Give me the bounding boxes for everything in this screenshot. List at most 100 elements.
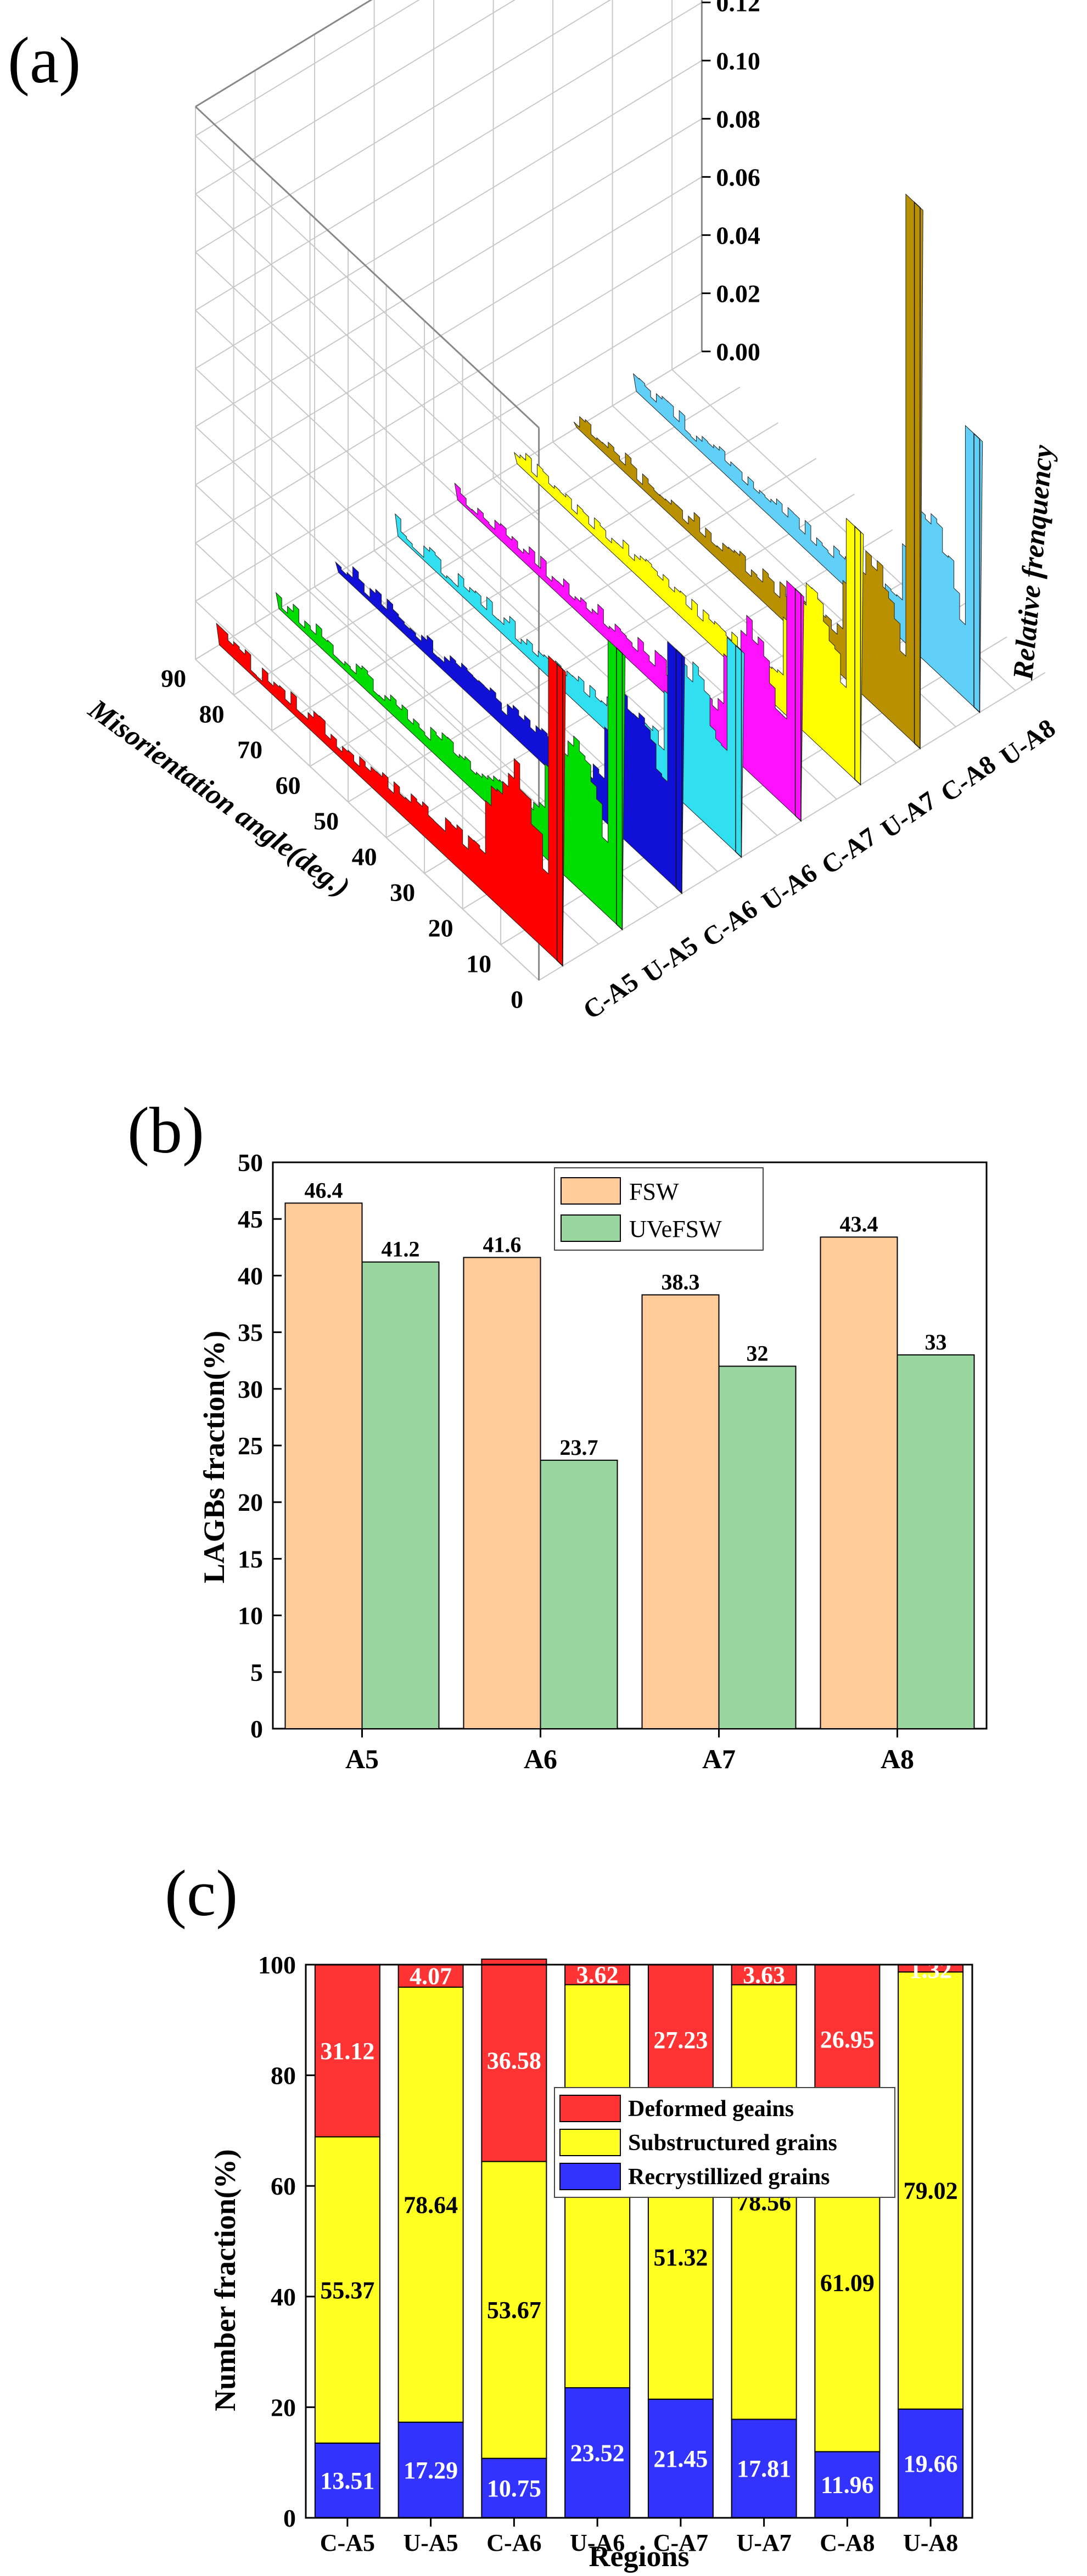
- data-label-c: 19.66: [904, 2450, 958, 2477]
- series-c-a5: [216, 622, 566, 967]
- series-label-a: C-A8: [935, 750, 1001, 808]
- grid-line-a: [539, 672, 1046, 981]
- z-tick-label-a: 0.02: [716, 279, 760, 307]
- series-area-c-a7: [454, 482, 804, 822]
- legend-label-b: FSW: [629, 1178, 679, 1205]
- legend-swatch-c: [559, 2095, 621, 2122]
- z-tick-label-a: 0.04: [716, 221, 760, 249]
- x-tick-label-a: 70: [237, 735, 262, 763]
- series-c-a8: [573, 193, 923, 750]
- legend-c: Deformed geains Substructured grains Recry…: [554, 2087, 895, 2198]
- x-tick-label-a: 20: [428, 914, 453, 942]
- bar-uvefsw-a5: [361, 1261, 440, 1729]
- legend-label-c: Deformed geains: [628, 2096, 794, 2122]
- grid-line-a: [195, 118, 702, 428]
- data-label-c: 55.37: [320, 2277, 374, 2304]
- x-tick-label-c: U-A7: [737, 2529, 792, 2556]
- data-label-c: 13.51: [320, 2467, 374, 2494]
- panel-b: (b) 0 5 10 15 20 25 30 35 40 45 50 A5 46.4 41.2 A6 41.6…: [0, 1032, 1087, 1800]
- legend-label-c: Recrystillized grains: [628, 2164, 830, 2190]
- z-tick-label-a: 0.06: [716, 163, 760, 191]
- segment-substructured-c-a5: [314, 2136, 380, 2444]
- x-tick-label-b: A5: [345, 1743, 379, 1774]
- x-tick-label-b: A8: [881, 1743, 914, 1774]
- data-label-b: 33: [925, 1330, 947, 1354]
- x-tick-label-a: 80: [199, 700, 225, 728]
- x-tick-label-c: C-A6: [486, 2529, 541, 2556]
- series-area-u-a7: [513, 452, 864, 786]
- grid-line-a: [195, 193, 540, 516]
- grid-line-a: [195, 0, 420, 137]
- x-tick-label-b: A6: [524, 1743, 557, 1774]
- y-tick-label-b: 50: [238, 1149, 263, 1177]
- frame-edge-a: [195, 106, 540, 429]
- data-label-c: 23.52: [570, 2439, 625, 2466]
- grid-line-a: [195, 542, 540, 865]
- grid-line-a: [195, 293, 702, 602]
- y-tick-label-b: 20: [238, 1488, 263, 1516]
- y-tick-label-b: 0: [250, 1715, 263, 1743]
- x-tick-label-c: C-A7: [653, 2529, 708, 2556]
- chart-a: (a) U-A8C-A8U-A7C-A7U-A6C-A6U-A5C-A5 0 10 2…: [8, 0, 1061, 1025]
- peak-bar-c-a5: [556, 662, 563, 967]
- peak-bar-c-a7: [794, 588, 802, 822]
- plot-frame-c: [305, 1964, 973, 2519]
- legend-swatch-b: [561, 1177, 621, 1205]
- series-area-c-a5: [216, 622, 566, 967]
- data-label-c: 27.23: [653, 2027, 708, 2054]
- series-label-a: C-A6: [697, 895, 763, 953]
- x-tick-label-b: A7: [702, 1743, 736, 1774]
- x-tick-label-a: 0: [511, 985, 523, 1013]
- legend-label-c: Substructured grains: [628, 2130, 837, 2156]
- legend-label-b: UVeFSW: [629, 1216, 722, 1242]
- series-label-a: U-A6: [757, 858, 822, 916]
- data-label-c: 21.45: [653, 2445, 708, 2472]
- chart-c: (c) 0 20 40 60 80 100 C-A5 13.51 55.37 31.12 U-A5 1…: [165, 1857, 973, 2573]
- segment-recrystillized-u-a6: [564, 2387, 631, 2519]
- data-label-c: 3.63: [743, 1961, 785, 1988]
- y-axis-label-c: Number fraction(%): [209, 2149, 242, 2411]
- y-tick-label-c: 40: [271, 2283, 296, 2311]
- legend-swatch-c: [559, 2163, 621, 2190]
- y-tick-label-c: 80: [271, 2062, 296, 2090]
- x-tick-label-c: U-A6: [570, 2529, 625, 2556]
- series-label-a: C-A5: [578, 967, 644, 1025]
- y-tick-label-b: 35: [238, 1319, 263, 1347]
- bar-uvefsw-a6: [540, 1459, 618, 1729]
- x-tick-label-a: 50: [313, 807, 339, 835]
- panel-label-b: (b): [127, 1094, 204, 1167]
- segment-deformed-c-a5: [314, 1964, 380, 2138]
- segment-deformed-c-a6: [481, 1958, 547, 2162]
- y-tick-label-b: 15: [238, 1545, 263, 1573]
- data-label-c: 51.32: [653, 2244, 708, 2271]
- y-tick-label-b: 10: [238, 1602, 263, 1630]
- y-tick-label-b: 25: [238, 1432, 263, 1460]
- series-c-a7: [454, 482, 804, 822]
- grid-line-a: [195, 2, 702, 311]
- data-label-b: 43.4: [840, 1212, 878, 1236]
- y-tick-label-c: 0: [283, 2504, 296, 2532]
- grid-line-a: [195, 368, 540, 690]
- grid-line-a: [195, 60, 702, 369]
- y-tick-label-c: 20: [271, 2393, 296, 2421]
- data-label-c: 11.96: [821, 2472, 874, 2499]
- peak-bar-u-a7: [854, 525, 861, 786]
- panel-label-a: (a): [8, 24, 81, 97]
- data-label-c: 79.02: [904, 2178, 958, 2204]
- data-label-c: 36.58: [487, 2047, 541, 2074]
- x-tick-label-c: C-A8: [820, 2529, 875, 2556]
- series-label-a: U-A5: [637, 931, 703, 989]
- data-label-b: 41.6: [483, 1232, 522, 1257]
- z-tick-label-a: 0.00: [716, 338, 760, 365]
- data-label-b: 41.2: [382, 1237, 420, 1262]
- segment-recrystillized-u-a8: [898, 2408, 964, 2518]
- bar-fsw-a5: [284, 1202, 363, 1729]
- data-label-c: 61.09: [820, 2270, 875, 2297]
- peak-bar-u-a6: [735, 644, 742, 858]
- peak-bar-c-a6: [675, 648, 682, 895]
- legend-swatch-b: [561, 1214, 621, 1242]
- panel-a: (a) U-A8 C-A8 U-A7 C-A7 U-A6 C-A6 U-A5 C-A5 0 10 2…: [0, 0, 1087, 1032]
- series-u-a7: [513, 452, 864, 786]
- grid-line-a: [195, 0, 612, 253]
- data-label-c: 3.62: [576, 1961, 619, 1988]
